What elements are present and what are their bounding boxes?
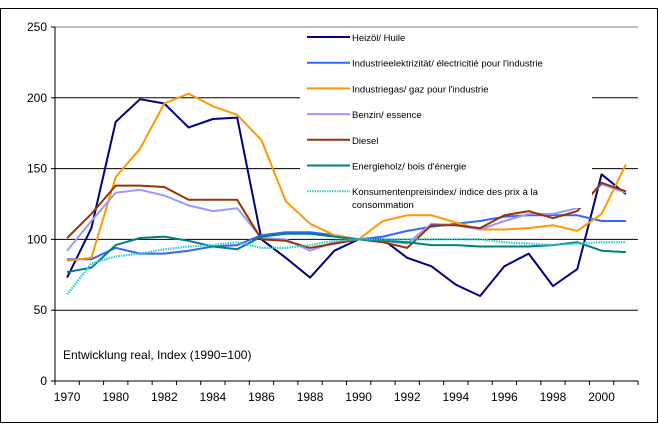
x-tick-label: 1984 (200, 390, 227, 404)
series-lines (66, 92, 627, 297)
x-tick-label: 1982 (151, 390, 178, 404)
axes: 0 50 100 150 200 250 1970 1980 1982 1984 1986 1988 1… (27, 20, 639, 404)
legend-label: Konsumentenpreisindex/ indice des prix à… (352, 187, 539, 198)
series-line (66, 232, 626, 273)
series-line (66, 238, 626, 296)
legend: Heizöl/ Huile Industrieelektrizität/ élec… (300, 28, 592, 211)
x-tick-label: 1998 (540, 390, 567, 404)
x-tick-label: 1992 (394, 390, 421, 404)
legend-label: Industrieelektrizität/ électricitié pour… (352, 59, 543, 70)
y-tick-label: 0 (40, 374, 47, 388)
legend-box (300, 28, 592, 208)
x-tick-label: 1996 (491, 390, 518, 404)
x-tick-label: 1986 (248, 390, 275, 404)
legend-label: Diesel (352, 136, 378, 147)
series-line (66, 181, 627, 249)
x-tick-label: 1994 (442, 390, 469, 404)
y-tick-label: 200 (27, 91, 47, 105)
y-tick-label: 250 (27, 20, 47, 34)
x-tick-label: 2000 (588, 390, 615, 404)
legend-label: consommation (352, 200, 414, 211)
series-line (66, 98, 627, 297)
x-tick-label: 1990 (345, 390, 372, 404)
y-tick-label: 100 (27, 232, 47, 246)
y-tick-label: 150 (27, 162, 47, 176)
x-tick-label: 1970 (54, 390, 81, 404)
y-tick-label: 50 (34, 303, 48, 317)
x-tick-label: 1988 (297, 390, 324, 404)
legend-label: Benzin/ essence (352, 110, 422, 121)
chart-annotation: Entwicklung real, Index (1990=100) (63, 348, 251, 362)
legend-label: Energieholz/ bois d'énergie (352, 162, 466, 173)
x-tick-label: 1980 (102, 390, 129, 404)
legend-label: Industriegas/ gaz pour l'industrie (352, 84, 488, 95)
legend-label: Heizöl/ Huile (352, 33, 405, 44)
